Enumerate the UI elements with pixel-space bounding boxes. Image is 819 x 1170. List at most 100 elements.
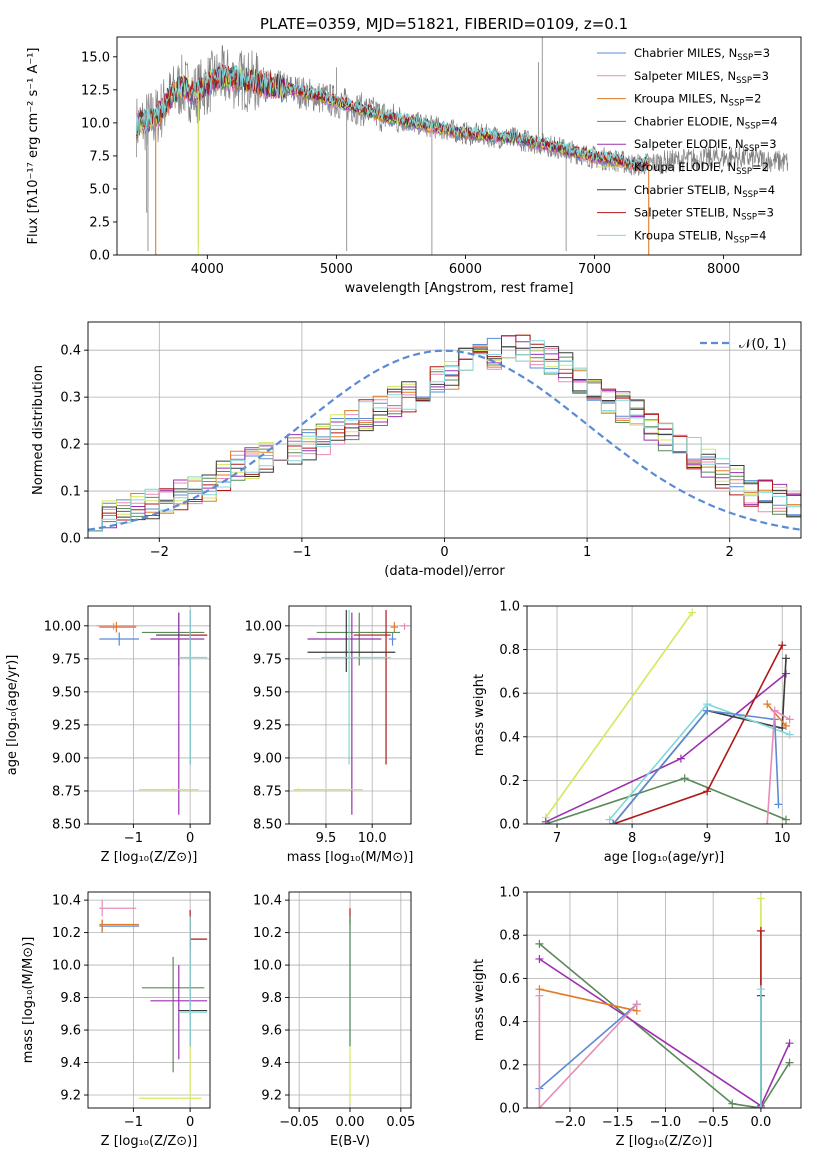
weight-marker bbox=[535, 991, 544, 1000]
x-tick-label: −1 bbox=[124, 1115, 143, 1130]
weight-marker bbox=[688, 608, 697, 617]
y-tick-label: 9.2 bbox=[60, 1089, 81, 1104]
plot-area-age-vs-z bbox=[88, 606, 210, 824]
weight-marker bbox=[785, 715, 794, 724]
axes-spectrum: Chabrier MILES, NSSP=3 Salpeter MILES, NS… bbox=[26, 36, 802, 296]
x-tick-label: 5000 bbox=[320, 262, 353, 277]
axes-frame bbox=[87, 891, 211, 1109]
weight-series bbox=[545, 777, 787, 824]
weight-marker bbox=[541, 820, 550, 824]
y-tick-label: 0.4 bbox=[499, 1015, 520, 1030]
weight-marker bbox=[781, 654, 790, 663]
weight-marker bbox=[763, 820, 772, 824]
x-tick-label: 6000 bbox=[449, 262, 482, 277]
y-tick-label: 9.4 bbox=[261, 1056, 282, 1071]
x-tick-label: 0.00 bbox=[336, 1115, 365, 1130]
legend-entry: Salpeter MILES, NSSP=3 bbox=[634, 69, 769, 86]
y-tick-label: 9.25 bbox=[253, 718, 282, 733]
y-tick-label: 10.00 bbox=[44, 619, 81, 634]
weight-series bbox=[613, 644, 783, 824]
y-tick-label: 9.25 bbox=[52, 718, 81, 733]
weight-marker bbox=[535, 939, 544, 948]
x-tick-label: 0 bbox=[186, 1115, 194, 1130]
y-tick-label: 9.50 bbox=[52, 685, 81, 700]
weight-series bbox=[766, 703, 787, 727]
y-tick-label: 9.00 bbox=[52, 751, 81, 766]
plots-layer: Chabrier MILES, NSSP=3 Salpeter MILES, NS… bbox=[5, 36, 802, 1149]
axes-frame bbox=[288, 605, 412, 825]
axes-mass-vs-ebv: −0.05 0.00 0.05 9.2 9.4 9.6 9.8 10.0 10.2 10.4 E(B… bbox=[253, 891, 415, 1149]
weight-series bbox=[608, 703, 790, 821]
x-tick-label: −2.0 bbox=[554, 1115, 586, 1130]
y-tick-label: 1.0 bbox=[499, 886, 520, 901]
axes-residuals: 𝒩(0, 1) −2 −1 0 1 2 0.0 0.1 0.2 0.3 0.4 (data-model… bbox=[31, 321, 802, 579]
weight-series bbox=[539, 988, 637, 1012]
x-tick-label: −1.0 bbox=[650, 1115, 682, 1130]
weight-marker bbox=[756, 926, 765, 935]
weight-marker bbox=[756, 985, 765, 994]
y-tick-label: 0.4 bbox=[60, 344, 81, 359]
weight-series bbox=[538, 943, 791, 1108]
x-tick-label: −1 bbox=[124, 831, 143, 846]
weight-marker bbox=[535, 954, 544, 963]
x-axis-label: Z [log₁₀(Z/Z⊙)] bbox=[616, 1134, 713, 1149]
y-tick-label: 0.8 bbox=[499, 929, 520, 944]
y-tick-label: 12.5 bbox=[81, 83, 110, 98]
y-tick-label: 0.4 bbox=[499, 730, 520, 745]
x-tick-label: −1 bbox=[292, 545, 311, 560]
legend-entry: Kroupa ELODIE, NSSP=2 bbox=[634, 160, 769, 177]
x-tick-label: 0 bbox=[440, 545, 448, 560]
legend-entry: Chabrier ELODIE, NSSP=4 bbox=[634, 114, 778, 131]
y-tick-label: 10.0 bbox=[52, 959, 81, 974]
y-tick-label: 9.75 bbox=[253, 652, 282, 667]
legend-entry: Kroupa STELIB, NSSP=4 bbox=[634, 228, 766, 245]
weight-marker bbox=[778, 641, 787, 650]
weight-marker bbox=[756, 1104, 765, 1108]
residual-histogram bbox=[88, 349, 801, 532]
y-axis-label: mass weight bbox=[472, 959, 487, 1041]
x-tick-label: 2 bbox=[726, 545, 734, 560]
axes-weight-vs-age: 7 8 9 10 0.0 0.2 0.4 0.6 0.8 1.0 age [log₁₀(age/yr… bbox=[472, 600, 802, 865]
weight-marker bbox=[605, 815, 614, 824]
axes-mass-vs-z: −1 0 9.2 9.4 9.6 9.8 10.0 10.2 10.4 Z [log₁₀(Z/Z⊙… bbox=[21, 891, 211, 1149]
weight-series bbox=[538, 995, 638, 1108]
y-tick-label: 5.0 bbox=[89, 182, 110, 197]
x-tick-label: 0.05 bbox=[386, 1115, 415, 1130]
x-axis-label: wavelength [Angstrom, rest frame] bbox=[345, 281, 574, 296]
plot-area-residuals bbox=[88, 322, 801, 538]
model-spectrum bbox=[136, 64, 649, 167]
y-tick-label: 1.0 bbox=[499, 600, 520, 615]
plot-area-mass-vs-z bbox=[88, 892, 210, 1108]
weight-marker bbox=[728, 1099, 737, 1108]
y-tick-label: 0.8 bbox=[499, 643, 520, 658]
x-axis-label: E(B-V) bbox=[330, 1134, 370, 1149]
legend-entry: 𝒩(0, 1) bbox=[739, 337, 786, 352]
y-tick-label: 10.0 bbox=[81, 116, 110, 131]
y-tick-label: 9.6 bbox=[60, 1024, 81, 1039]
plot-area-weight-vs-age bbox=[527, 606, 801, 824]
x-tick-label: 9 bbox=[703, 831, 711, 846]
x-tick-label: −1.5 bbox=[602, 1115, 634, 1130]
y-tick-label: 9.8 bbox=[261, 991, 282, 1006]
y-axis-label: Flux [fλ10⁻¹⁷ erg cm⁻² s⁻¹ A⁻¹] bbox=[26, 48, 41, 245]
weight-marker bbox=[785, 1058, 794, 1067]
y-tick-label: 9.4 bbox=[60, 1056, 81, 1071]
x-tick-label: −0.05 bbox=[279, 1115, 319, 1130]
y-tick-label: 0.0 bbox=[499, 1102, 520, 1117]
legend-entry: Salpeter STELIB, NSSP=3 bbox=[634, 206, 774, 223]
y-tick-label: 8.50 bbox=[52, 818, 81, 833]
y-tick-label: 15.0 bbox=[81, 50, 110, 65]
y-tick-label: 0.2 bbox=[499, 1058, 520, 1073]
axes-weight-vs-z: −2.0 −1.5 −1.0 −0.5 0.0 0.0 0.2 0.4 0.6 0.8 1.0 Z [… bbox=[472, 886, 802, 1149]
y-axis-label: Normed distribution bbox=[31, 365, 46, 495]
axes-frame bbox=[87, 605, 211, 825]
y-axis-label: age [log₁₀(age/yr)] bbox=[5, 655, 20, 776]
x-tick-label: 7000 bbox=[578, 262, 611, 277]
y-tick-label: 9.8 bbox=[60, 991, 81, 1006]
weight-series bbox=[545, 672, 787, 823]
weight-marker bbox=[756, 894, 765, 903]
y-tick-label: 10.0 bbox=[253, 959, 282, 974]
y-tick-label: 8.75 bbox=[52, 784, 81, 799]
weight-marker bbox=[770, 706, 779, 715]
y-tick-label: 0.6 bbox=[499, 687, 520, 702]
